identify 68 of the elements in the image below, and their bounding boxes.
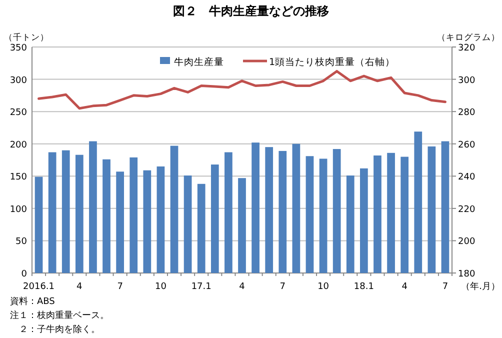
y2-tick-label: 300 [458, 76, 476, 86]
bar [184, 175, 192, 273]
bar [89, 141, 97, 273]
y2-tick-label: 320 [458, 44, 476, 54]
bar [306, 156, 314, 273]
y-tick-label: 0 [21, 270, 28, 280]
bar [102, 159, 110, 273]
x-tick-label: 18.1 [354, 282, 374, 292]
x-tick-label: 7 [280, 282, 286, 292]
bar [116, 172, 124, 273]
y-tick-label: 200 [10, 140, 28, 150]
x-tick-label: 4 [239, 282, 246, 292]
bar [252, 142, 260, 273]
y-tick-label: 150 [10, 172, 28, 183]
bar [332, 149, 341, 273]
y2-tick-label: 200 [458, 237, 476, 248]
chart-title: 図２ 牛肉生産量などの推移 [173, 4, 329, 18]
x-axis-title: （年.月） [461, 281, 500, 292]
y-tick-label: 300 [10, 76, 28, 86]
x-tick-label: 2016.1 [23, 282, 55, 292]
y-tick-label: 250 [10, 108, 28, 118]
y-tick-label: 50 [16, 237, 28, 248]
bar [48, 152, 56, 273]
bar [156, 166, 165, 273]
bar [238, 178, 246, 273]
bar [400, 156, 409, 273]
bar [428, 146, 436, 273]
bar [346, 175, 354, 273]
bar [319, 158, 328, 273]
bar [265, 147, 274, 273]
y-tick-label: 350 [10, 44, 28, 54]
x-tick-label: 7 [442, 282, 448, 292]
text: ２：子牛肉を除く。 [10, 324, 100, 335]
x-tick-label: 10 [154, 282, 167, 292]
bar [170, 146, 178, 273]
bar [34, 176, 43, 273]
y2-tick-label: 280 [458, 108, 476, 118]
bar [387, 152, 395, 273]
y2-tick-label: 260 [458, 140, 476, 150]
bar [278, 150, 287, 273]
bar [62, 150, 70, 273]
legend-label: 1頭当たり枝肉重量（右軸） [269, 56, 396, 68]
y2-tick-label: 180 [458, 270, 476, 280]
bar [414, 132, 422, 273]
bar [210, 164, 219, 273]
bar [130, 157, 138, 273]
bar [292, 144, 300, 273]
y2-tick-label: 220 [458, 204, 476, 215]
x-tick-label: 7 [117, 282, 123, 292]
bar [197, 184, 206, 273]
bar [360, 168, 368, 273]
bar [224, 152, 232, 273]
x-tick-label: 4 [76, 282, 83, 292]
y2-tick-label: 240 [458, 172, 476, 183]
x-tick-label: 4 [402, 282, 408, 292]
text: 注１：枝肉重量ベース。 [10, 310, 109, 321]
bar [143, 170, 152, 273]
x-tick-label: 10 [318, 282, 330, 292]
x-tick-label: 17.1 [191, 282, 212, 292]
y2-axis-title: （キログラム） [437, 32, 500, 43]
bar [75, 154, 84, 273]
line-series [38, 70, 446, 110]
y-axis-title: （千トン） [4, 32, 49, 43]
legend-label: 牛肉生産量 [174, 56, 224, 68]
bar [441, 141, 450, 273]
y-tick-label: 100 [10, 204, 28, 215]
text: 資料：ABS [10, 296, 56, 307]
bar [374, 155, 382, 273]
